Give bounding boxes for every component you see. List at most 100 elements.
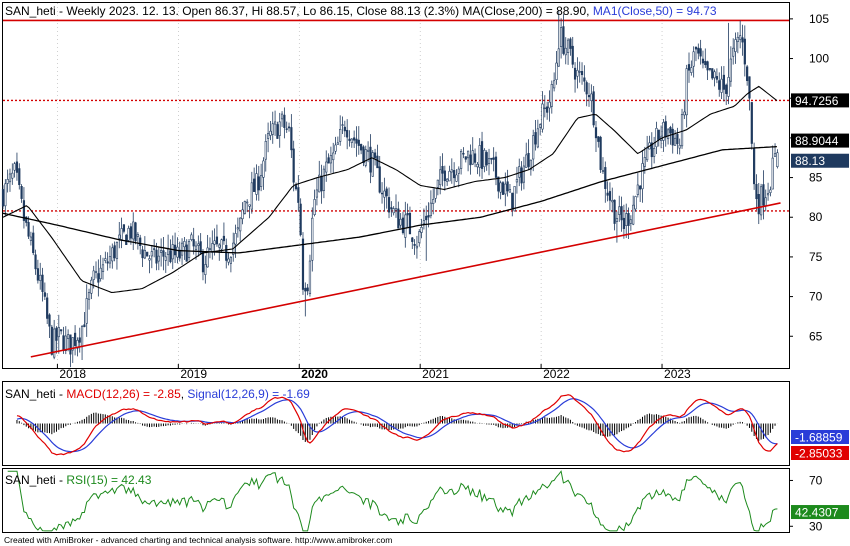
candle-body bbox=[15, 161, 19, 173]
rsi-line bbox=[7, 470, 778, 532]
candle-body bbox=[208, 248, 212, 250]
candle-body bbox=[299, 203, 302, 235]
candle-body bbox=[694, 46, 698, 50]
candle-body bbox=[734, 39, 737, 52]
candle-body bbox=[655, 127, 658, 148]
candle-body bbox=[676, 134, 679, 145]
macd-title: SAN_heti - MACD(12,26) = -2.85, Signal(1… bbox=[5, 387, 310, 401]
candle-body bbox=[418, 231, 421, 244]
candle-body bbox=[769, 189, 772, 193]
candle-body bbox=[487, 158, 491, 164]
candle-body bbox=[515, 179, 519, 183]
candle-body bbox=[125, 234, 128, 245]
candle-body bbox=[590, 93, 593, 101]
candle-body bbox=[653, 148, 656, 157]
candle-body bbox=[548, 101, 551, 109]
candle-body bbox=[113, 245, 116, 259]
candle-body bbox=[62, 335, 65, 351]
candle-body bbox=[606, 192, 609, 196]
candle-body bbox=[146, 251, 149, 257]
candle-body bbox=[283, 114, 286, 128]
candle-body bbox=[206, 247, 209, 268]
candle-body bbox=[25, 216, 28, 223]
candle-body bbox=[434, 187, 437, 199]
candle-body bbox=[176, 246, 179, 258]
x-tick-label: 2019 bbox=[180, 367, 207, 381]
candle-body bbox=[187, 241, 191, 258]
candle-body bbox=[46, 297, 49, 319]
candle-body bbox=[162, 250, 165, 257]
candle-body bbox=[134, 222, 137, 242]
candle-body bbox=[618, 206, 621, 215]
candle-body bbox=[764, 197, 767, 207]
candle-body bbox=[73, 332, 77, 346]
ma50-line bbox=[2, 85, 778, 293]
candle-body bbox=[427, 215, 430, 218]
candle-body bbox=[432, 199, 435, 204]
candle-body bbox=[280, 113, 284, 120]
candle-body bbox=[499, 182, 502, 193]
candle-body bbox=[443, 170, 446, 182]
candle-body bbox=[155, 249, 158, 264]
candle-body bbox=[601, 170, 605, 173]
candle-body bbox=[483, 149, 486, 168]
candle-body bbox=[180, 242, 184, 256]
candle-body bbox=[501, 182, 505, 195]
candle-body bbox=[341, 124, 344, 126]
candle-body bbox=[348, 138, 351, 141]
candle-body bbox=[213, 240, 216, 245]
candle-body bbox=[662, 122, 665, 141]
x-tick-label: 2018 bbox=[59, 367, 86, 381]
candle-body bbox=[371, 152, 374, 177]
candle-body bbox=[608, 191, 612, 201]
candle-body bbox=[650, 142, 653, 158]
candle-body bbox=[227, 258, 230, 263]
candle-body bbox=[564, 47, 567, 56]
candle-body bbox=[429, 202, 432, 217]
candle-body bbox=[304, 287, 307, 292]
value-badge-text: 88.13 bbox=[795, 154, 825, 168]
candle-body bbox=[260, 175, 263, 187]
candle-body bbox=[706, 61, 709, 71]
candle-body bbox=[453, 170, 456, 179]
candle-body bbox=[708, 68, 712, 70]
candle-body bbox=[466, 150, 470, 159]
candle-body bbox=[415, 245, 419, 249]
candle-body bbox=[729, 58, 732, 82]
candle-body bbox=[290, 127, 293, 151]
candle-body bbox=[599, 136, 602, 170]
candle-body bbox=[746, 66, 749, 82]
candle-body bbox=[292, 148, 295, 183]
candle-body bbox=[571, 45, 574, 65]
candle-body bbox=[732, 47, 735, 57]
x-tick-label: 2023 bbox=[664, 367, 691, 381]
x-tick-label: 2021 bbox=[422, 367, 449, 381]
candle-body bbox=[383, 190, 386, 198]
candle-body bbox=[250, 182, 253, 210]
candle-body bbox=[376, 155, 379, 169]
candle-body bbox=[262, 160, 265, 178]
candle-body bbox=[711, 68, 714, 79]
candle-body bbox=[334, 144, 337, 152]
candle-body bbox=[762, 184, 765, 206]
candle-body bbox=[718, 80, 721, 90]
candle-body bbox=[504, 183, 507, 195]
candle-body bbox=[560, 27, 563, 47]
candle-body bbox=[460, 150, 463, 169]
macd-panel-frame bbox=[2, 381, 790, 466]
candle-body bbox=[143, 250, 146, 259]
candle-body bbox=[53, 328, 56, 358]
candle-body bbox=[220, 239, 223, 250]
candle-body bbox=[387, 197, 391, 213]
y-tick-label: 80 bbox=[809, 210, 823, 224]
candle-body bbox=[476, 163, 479, 168]
candle-body bbox=[297, 187, 300, 203]
candle-body bbox=[406, 212, 409, 216]
candle-body bbox=[404, 214, 407, 238]
candle-body bbox=[578, 71, 581, 73]
candle-body bbox=[625, 213, 628, 226]
candle-body bbox=[490, 157, 493, 160]
candle-body bbox=[255, 173, 258, 195]
candle-body bbox=[641, 163, 644, 190]
candle-body bbox=[462, 153, 465, 155]
